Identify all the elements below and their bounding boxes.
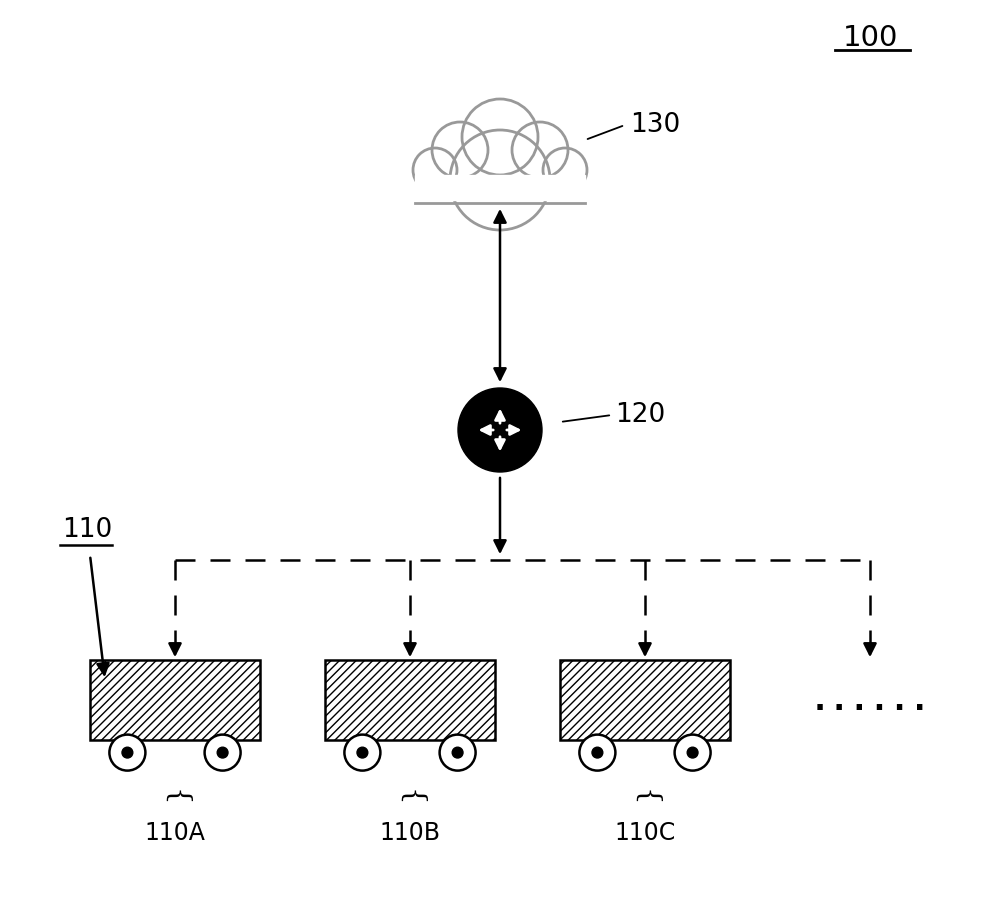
Circle shape — [122, 747, 133, 758]
Bar — [560, 660, 730, 740]
Bar — [560, 660, 730, 740]
Circle shape — [512, 122, 568, 178]
Circle shape — [432, 122, 488, 178]
Circle shape — [452, 747, 463, 758]
Bar — [90, 660, 260, 740]
Circle shape — [592, 747, 603, 758]
Text: 110C: 110C — [614, 821, 676, 844]
Bar — [325, 660, 495, 740]
Circle shape — [462, 99, 538, 175]
Text: {: { — [632, 788, 658, 806]
Circle shape — [217, 747, 228, 758]
Circle shape — [450, 130, 550, 230]
Text: 100: 100 — [842, 24, 898, 52]
Text: 120: 120 — [615, 402, 665, 428]
Circle shape — [344, 734, 380, 770]
Circle shape — [109, 734, 145, 770]
Circle shape — [205, 734, 241, 770]
Bar — [325, 660, 495, 740]
Circle shape — [675, 734, 711, 770]
Bar — [90, 660, 260, 740]
Text: ......: ...... — [810, 683, 930, 716]
Text: 130: 130 — [630, 112, 680, 138]
Circle shape — [579, 734, 615, 770]
Circle shape — [458, 388, 542, 472]
Circle shape — [357, 747, 368, 758]
Text: 110: 110 — [62, 517, 112, 543]
Circle shape — [687, 747, 698, 758]
Circle shape — [440, 734, 476, 770]
Circle shape — [543, 148, 587, 192]
Text: 110B: 110B — [380, 821, 440, 844]
Text: 110A: 110A — [145, 821, 205, 844]
Circle shape — [413, 148, 457, 192]
Text: {: { — [162, 788, 188, 806]
Bar — [415, 175, 585, 200]
Text: {: { — [396, 788, 424, 806]
